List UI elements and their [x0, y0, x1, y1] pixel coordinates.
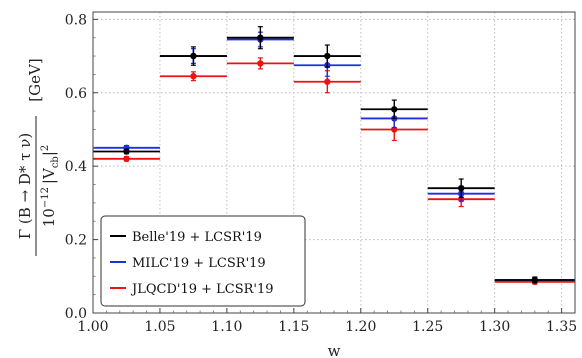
x-tick-label: 1.00 — [77, 319, 108, 335]
y-axis-label-numerator: Γ (B → D* τ ν) — [16, 133, 34, 240]
y-axis-label: Γ (B → D* τ ν) 10−12 |Vcb|2 [GeV] — [16, 58, 61, 256]
y-axis-label-den-exp: −12 — [40, 187, 51, 208]
y-axis-label-denominator: 10−12 |Vcb|2 — [40, 145, 61, 228]
x-tick-label: 1.20 — [345, 319, 376, 335]
x-ticks: 1.00 1.05 1.10 1.15 1.20 1.25 1.30 1.35 — [77, 308, 577, 335]
y-tick-label: 0.6 — [65, 86, 87, 102]
y-axis-label-den-vcb: |V — [40, 167, 58, 184]
data-point — [531, 276, 539, 284]
data-point — [457, 184, 465, 192]
series-0 — [93, 26, 575, 284]
data-point — [324, 52, 331, 60]
data-point — [324, 78, 331, 85]
legend-label-milc: MILC'19 + LCSR'19 — [132, 256, 266, 271]
data-point — [190, 73, 197, 80]
y-ticks: 0.0 0.2 0.4 0.6 0.8 — [65, 12, 98, 322]
series-layer — [93, 26, 575, 285]
data-point — [257, 60, 264, 67]
y-axis-label-den-sq: 2 — [40, 145, 51, 151]
y-tick-label: 0.0 — [65, 306, 87, 322]
x-tick-label: 1.25 — [412, 319, 443, 335]
y-tick-label: 0.4 — [65, 159, 87, 175]
legend-label-belle: Belle'19 + LCSR'19 — [132, 230, 262, 245]
data-point — [123, 155, 130, 163]
data-point — [391, 106, 398, 113]
legend-box — [100, 215, 306, 307]
x-axis-label: w — [328, 342, 341, 358]
y-axis-label-den-sub: cb — [50, 156, 61, 168]
x-tick-label: 1.05 — [144, 319, 175, 335]
x-tick-label: 1.30 — [479, 319, 510, 335]
x-tick-label: 1.35 — [546, 319, 577, 335]
legend-label-jlqcd: JLQCD'19 + LCSR'19 — [130, 282, 274, 297]
y-axis-label-unit: [GeV] — [26, 58, 44, 101]
y-axis-label-den-base: 10 — [40, 208, 58, 227]
x-tick-label: 1.15 — [278, 319, 309, 335]
data-point — [123, 148, 130, 155]
data-point — [257, 34, 264, 41]
y-tick-label: 0.8 — [65, 12, 87, 28]
x-tick-label: 1.10 — [211, 319, 242, 335]
data-point — [190, 52, 197, 60]
legend: Belle'19 + LCSR'19 MILC'19 + LCSR'19 JLQ… — [100, 215, 306, 307]
y-tick-label: 0.2 — [65, 233, 87, 249]
y-axis-label-den-tail: | — [40, 151, 58, 156]
